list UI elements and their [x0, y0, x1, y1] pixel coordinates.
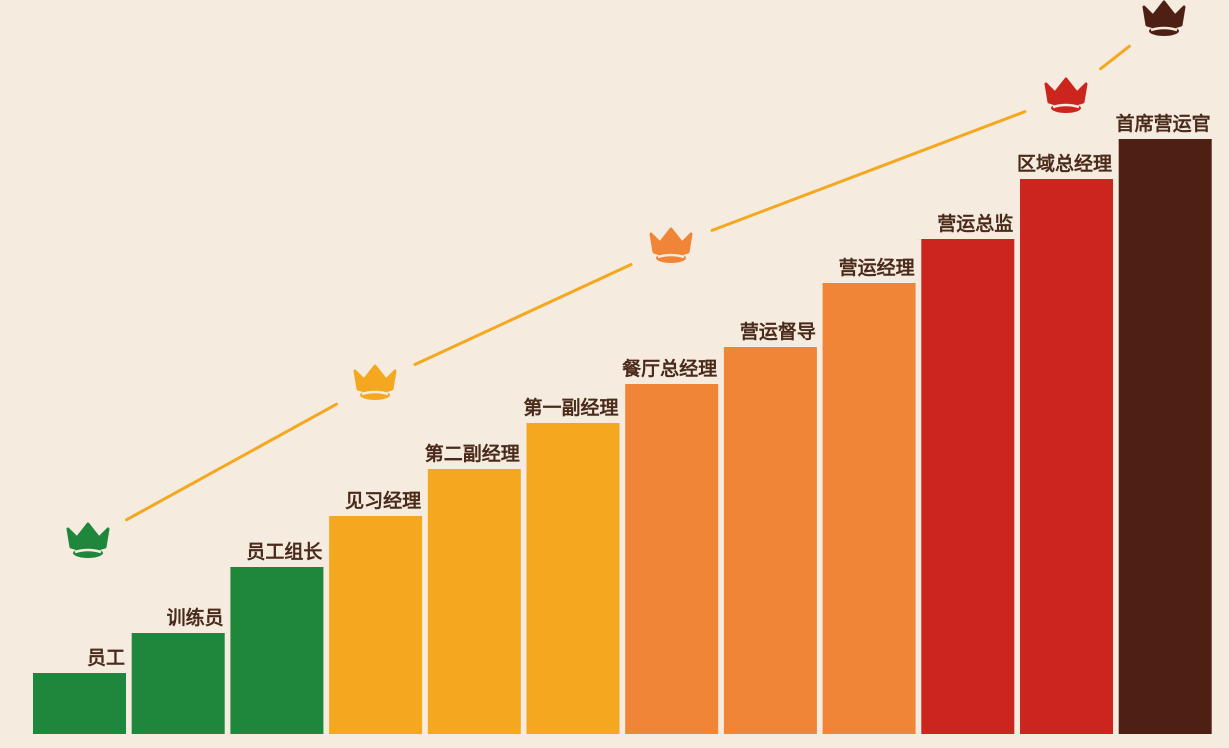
bar-2 — [131, 633, 225, 734]
crown-icon — [1142, 0, 1186, 36]
growth-line-segment-2 — [413, 263, 633, 366]
crowns — [66, 0, 1186, 558]
bar-3 — [230, 567, 324, 734]
bar-label-3: 员工组长 — [246, 540, 323, 563]
bar-6 — [526, 423, 620, 734]
bar-8 — [723, 347, 817, 734]
growth-line — [125, 44, 1131, 522]
bar-5 — [427, 469, 521, 734]
growth-line-segment-1 — [125, 402, 338, 522]
bar-10 — [921, 239, 1015, 734]
bar-label-1: 员工 — [87, 647, 125, 669]
bar-1 — [33, 673, 126, 734]
bar-label-10: 营运总监 — [937, 212, 1013, 235]
bar-label-8: 营运督导 — [740, 320, 816, 343]
bar-11 — [1020, 179, 1113, 734]
bar-9 — [822, 283, 916, 734]
bar-label-9: 营运经理 — [839, 256, 915, 279]
bars — [33, 139, 1212, 734]
bar-7 — [625, 384, 719, 734]
bar-label-2: 训练员 — [167, 606, 224, 629]
growth-line-segment-4 — [1099, 44, 1131, 71]
bar-12 — [1118, 139, 1212, 734]
crown-icon — [649, 227, 693, 263]
crown-icon — [353, 364, 397, 400]
bar-label-6: 第一副经理 — [523, 396, 618, 419]
bar-label-7: 餐厅总经理 — [622, 357, 717, 380]
bar-4 — [329, 516, 423, 734]
crown-icon — [66, 522, 110, 558]
bar-label-5: 第二副经理 — [425, 442, 520, 465]
growth-line-segment-3 — [710, 110, 1027, 232]
bar-label-12: 首席营运官 — [1116, 112, 1211, 135]
bar-label-4: 见习经理 — [345, 489, 421, 512]
bar-label-11: 区域总经理 — [1017, 152, 1112, 175]
crown-icon — [1044, 77, 1088, 113]
